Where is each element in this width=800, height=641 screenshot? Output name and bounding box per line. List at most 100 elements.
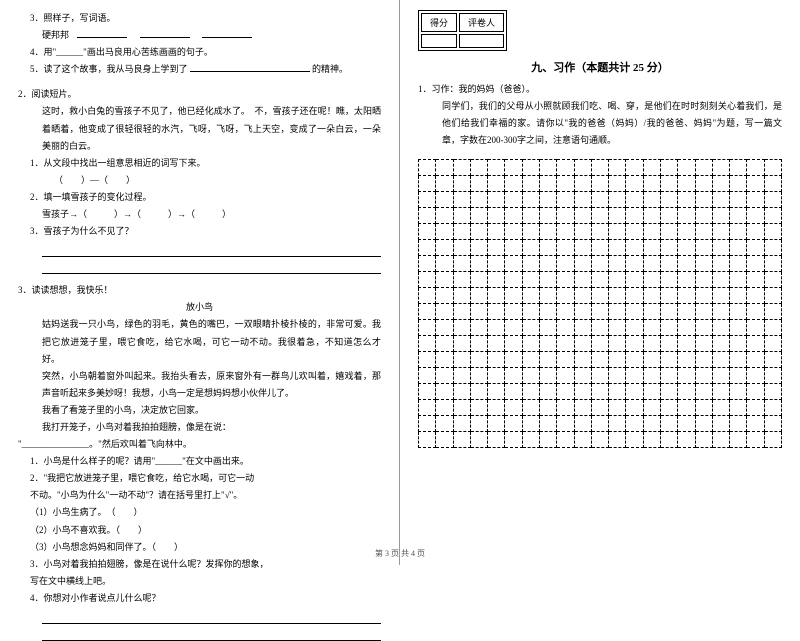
- grid-cell: [695, 384, 712, 400]
- q5-text-b: 的精神。: [312, 64, 348, 74]
- blank: [190, 62, 310, 72]
- grid-cell: [539, 304, 556, 320]
- grid-cell: [539, 320, 556, 336]
- grid-cell: [453, 368, 470, 384]
- grid-cell: [747, 288, 764, 304]
- grid-cell: [764, 416, 781, 432]
- grid-cell: [747, 208, 764, 224]
- grid-cell: [453, 240, 470, 256]
- grid-cell: [764, 272, 781, 288]
- grid-cell: [747, 192, 764, 208]
- grid-cell: [488, 272, 505, 288]
- grid-cell: [730, 208, 747, 224]
- grid-cell: [539, 240, 556, 256]
- grid-cell: [419, 384, 436, 400]
- grid-cell: [764, 368, 781, 384]
- grid-cell: [609, 432, 626, 448]
- grid-cell: [712, 368, 729, 384]
- grid-cell: [591, 256, 608, 272]
- grid-cell: [539, 256, 556, 272]
- grid-cell: [505, 272, 522, 288]
- grid-cell: [522, 176, 539, 192]
- grid-cell: [522, 304, 539, 320]
- grid-cell: [470, 160, 487, 176]
- p2-title: 2．阅读短片。: [18, 86, 381, 103]
- grid-cell: [695, 432, 712, 448]
- grid-cell: [626, 208, 643, 224]
- grid-cell: [470, 352, 487, 368]
- grid-cell: [678, 160, 695, 176]
- grid-cell: [522, 320, 539, 336]
- grid-cell: [557, 272, 574, 288]
- grid-cell: [643, 288, 660, 304]
- grid-cell: [678, 192, 695, 208]
- grid-cell: [453, 272, 470, 288]
- grid-cell: [643, 176, 660, 192]
- grid-cell: [626, 416, 643, 432]
- grid-cell: [574, 432, 591, 448]
- grid-cell: [574, 416, 591, 432]
- grid-cell: [764, 176, 781, 192]
- grid-cell: [678, 416, 695, 432]
- grid-cell: [678, 368, 695, 384]
- grid-cell: [488, 240, 505, 256]
- grid-cell: [695, 320, 712, 336]
- grid-cell: [660, 320, 677, 336]
- essay-q1: 1．习作：我的妈妈（爸爸）。: [418, 81, 782, 98]
- grid-cell: [505, 384, 522, 400]
- grid-cell: [470, 384, 487, 400]
- grid-cell: [488, 192, 505, 208]
- grid-cell: [660, 272, 677, 288]
- grid-cell: [695, 272, 712, 288]
- grid-cell: [470, 400, 487, 416]
- grid-cell: [660, 432, 677, 448]
- grid-cell: [453, 160, 470, 176]
- grid-cell: [557, 336, 574, 352]
- grid-cell: [419, 320, 436, 336]
- grid-cell: [470, 432, 487, 448]
- grid-cell: [505, 336, 522, 352]
- p2-q1-blank: （ ）—（ ）: [18, 172, 381, 189]
- grid-cell: [626, 368, 643, 384]
- grid-cell: [557, 240, 574, 256]
- grid-cell: [643, 336, 660, 352]
- grid-cell: [470, 336, 487, 352]
- grid-cell: [436, 336, 453, 352]
- grid-cell: [591, 160, 608, 176]
- grid-cell: [764, 432, 781, 448]
- grid-cell: [436, 272, 453, 288]
- grid-cell: [712, 256, 729, 272]
- grid-cell: [470, 176, 487, 192]
- grid-cell: [695, 208, 712, 224]
- grid-cell: [539, 224, 556, 240]
- grid-cell: [712, 384, 729, 400]
- grid-cell: [522, 432, 539, 448]
- grid-cell: [730, 160, 747, 176]
- blank: [202, 28, 252, 38]
- grid-cell: [557, 432, 574, 448]
- grid-cell: [591, 272, 608, 288]
- grid-cell: [436, 352, 453, 368]
- grid-cell: [643, 400, 660, 416]
- grid-cell: [730, 400, 747, 416]
- grid-cell: [678, 224, 695, 240]
- grader-label: 评卷人: [459, 13, 504, 32]
- grid-cell: [626, 160, 643, 176]
- grid-cell: [643, 192, 660, 208]
- grid-cell: [660, 288, 677, 304]
- grid-cell: [712, 336, 729, 352]
- grid-cell: [574, 304, 591, 320]
- grid-cell: [591, 384, 608, 400]
- grid-cell: [712, 272, 729, 288]
- grid-cell: [419, 224, 436, 240]
- p3-q2-opt1: （1）小鸟生病了。 （ ）: [18, 504, 381, 521]
- grid-cell: [695, 304, 712, 320]
- grid-cell: [712, 176, 729, 192]
- grid-cell: [436, 400, 453, 416]
- grid-cell: [522, 256, 539, 272]
- grid-cell: [591, 240, 608, 256]
- grid-cell: [557, 320, 574, 336]
- grid-cell: [505, 192, 522, 208]
- grid-cell: [539, 272, 556, 288]
- grid-cell: [419, 272, 436, 288]
